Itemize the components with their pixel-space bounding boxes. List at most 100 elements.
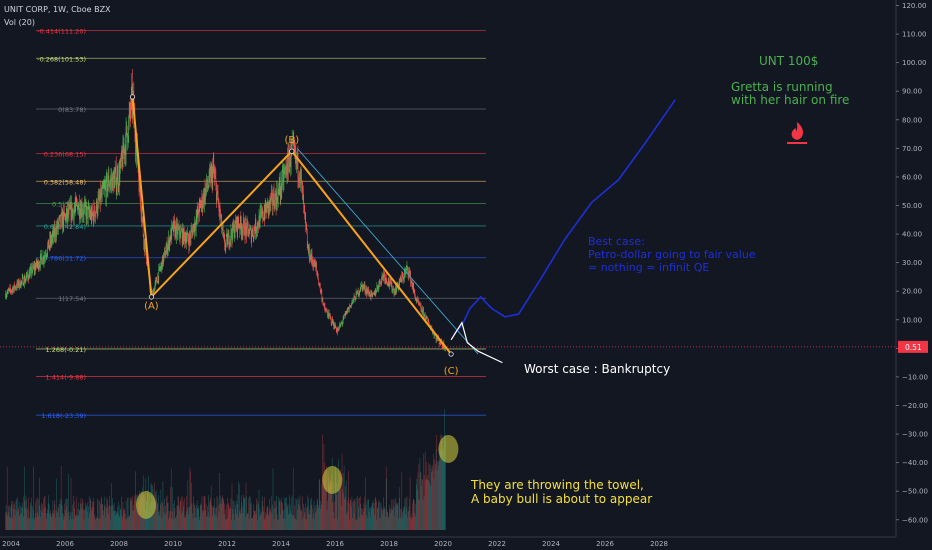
candle-body bbox=[137, 163, 139, 170]
candle-body bbox=[397, 282, 398, 286]
volume-bar bbox=[314, 506, 316, 530]
candle-body bbox=[85, 207, 87, 219]
candle-body bbox=[339, 324, 341, 327]
candle-body bbox=[402, 276, 404, 280]
candle-body bbox=[102, 184, 104, 189]
volume-bar bbox=[410, 518, 412, 530]
candle-body bbox=[420, 304, 421, 306]
volume-bar bbox=[45, 506, 46, 530]
candle-body bbox=[247, 222, 248, 224]
volume-bar bbox=[440, 449, 442, 530]
candle-body bbox=[48, 245, 50, 249]
volume-bar bbox=[38, 515, 39, 530]
candle-body bbox=[88, 207, 89, 208]
volume-bar bbox=[250, 497, 251, 530]
candle-body bbox=[363, 284, 364, 288]
volume-bar bbox=[100, 498, 102, 530]
candle-body bbox=[414, 295, 416, 300]
candle-body bbox=[280, 177, 282, 195]
volume-bar bbox=[385, 467, 387, 530]
candle-body bbox=[362, 285, 363, 290]
volume-bar bbox=[399, 508, 401, 530]
candle-body bbox=[49, 237, 51, 244]
volume-bar bbox=[330, 480, 331, 530]
candle-body bbox=[345, 313, 346, 314]
candle-body bbox=[377, 287, 379, 290]
y-axis-tick-label: 80.00 bbox=[902, 116, 922, 124]
volume-bar bbox=[177, 495, 179, 530]
candle-body bbox=[243, 219, 245, 222]
fibonacci-levels: -0.414(111.20)-0.268(101.53)0(83.78)0.23… bbox=[36, 28, 486, 420]
candle-body bbox=[255, 219, 257, 233]
volume-bar bbox=[50, 515, 52, 530]
volume-bar bbox=[403, 506, 405, 530]
candle-body bbox=[162, 256, 163, 270]
volume-bar bbox=[435, 449, 437, 530]
candle-body bbox=[18, 285, 20, 287]
volume-bar bbox=[243, 498, 245, 530]
volume-bar bbox=[157, 495, 159, 530]
fib-level-label: 0.382(58.48) bbox=[44, 178, 86, 186]
candle-body bbox=[300, 168, 301, 180]
volume-bar bbox=[306, 506, 308, 530]
candle-body bbox=[153, 289, 154, 296]
candle-body bbox=[23, 285, 25, 286]
candle-body bbox=[190, 237, 191, 239]
volume-bar bbox=[264, 496, 265, 530]
candle-body bbox=[143, 235, 145, 245]
candle-body bbox=[300, 168, 302, 178]
volume-bar bbox=[218, 505, 219, 530]
volume-bar bbox=[391, 509, 393, 530]
candle-body bbox=[215, 176, 216, 179]
volume-bar bbox=[279, 498, 281, 530]
volume-bar bbox=[41, 502, 42, 530]
candle-body bbox=[373, 293, 375, 295]
volume-bar bbox=[202, 512, 203, 530]
volume-bar bbox=[93, 502, 95, 530]
candle-body bbox=[180, 230, 181, 238]
candle-body bbox=[82, 213, 83, 215]
volume-indicator-label[interactable]: Vol (20) bbox=[4, 18, 35, 27]
volume-bar bbox=[126, 517, 128, 530]
candle-body bbox=[259, 215, 260, 228]
candle-body bbox=[234, 220, 236, 233]
volume-bar bbox=[186, 511, 188, 530]
candle-body bbox=[79, 202, 80, 217]
volume-bar bbox=[396, 501, 397, 530]
volume-bar bbox=[60, 465, 62, 530]
candle-body bbox=[30, 268, 31, 272]
volume-bar bbox=[281, 502, 283, 530]
volume-bar bbox=[154, 502, 156, 530]
candle-body bbox=[234, 232, 235, 237]
candle-body bbox=[83, 212, 84, 215]
volume-bar bbox=[95, 519, 96, 530]
candle-body bbox=[185, 239, 187, 245]
volume-bar bbox=[381, 509, 382, 530]
candle-body bbox=[89, 214, 91, 218]
volume-bar bbox=[342, 473, 344, 530]
candle-body bbox=[330, 317, 332, 324]
volume-bar bbox=[31, 517, 33, 530]
volume-bar bbox=[333, 518, 335, 530]
candle-body bbox=[100, 192, 102, 203]
candle-body bbox=[98, 195, 99, 200]
candle-body bbox=[76, 202, 78, 206]
candle-body bbox=[379, 279, 380, 284]
candle-body bbox=[82, 212, 84, 214]
volume-bar bbox=[276, 514, 278, 530]
candle-body bbox=[287, 154, 288, 175]
volume-bar bbox=[271, 513, 273, 530]
volume-bar bbox=[260, 514, 261, 530]
volume-bar bbox=[26, 499, 27, 530]
volume-bar bbox=[196, 500, 198, 530]
candle-body bbox=[229, 244, 230, 246]
volume-bar bbox=[373, 503, 375, 530]
y-axis-tick-label: −30.00 bbox=[902, 431, 928, 439]
volume-bar bbox=[404, 498, 406, 530]
volume-bar bbox=[185, 496, 187, 530]
candle-body bbox=[78, 202, 80, 209]
volume-bar bbox=[261, 500, 263, 530]
volume-bar bbox=[400, 517, 402, 530]
